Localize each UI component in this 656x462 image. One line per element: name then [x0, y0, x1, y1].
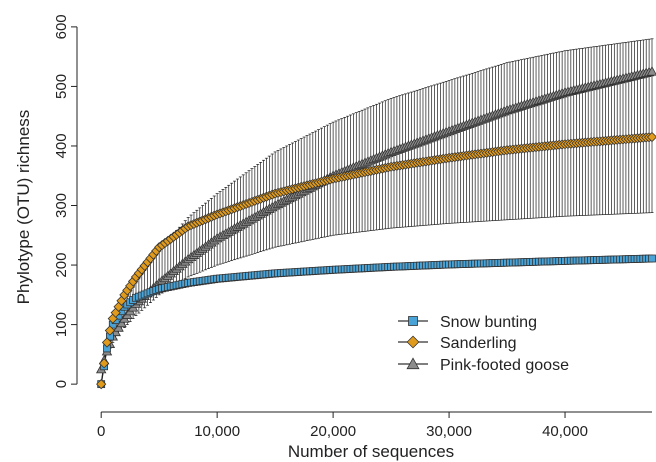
- y-tick-label: 400: [53, 133, 70, 158]
- x-tick-label: 30,000: [426, 423, 472, 440]
- x-tick-label: 40,000: [542, 423, 588, 440]
- legend-sanderling-label: Sanderling: [440, 335, 517, 352]
- x-tick-label: 20,000: [310, 423, 356, 440]
- y-tick-label: 500: [53, 74, 70, 99]
- y-axis-title: Phylotype (OTU) richness: [14, 110, 33, 305]
- legend-snow-bunting-label: Snow bunting: [440, 314, 537, 331]
- snow-bunting-line: [100, 257, 653, 385]
- x-axis-title: Number of sequences: [288, 442, 454, 461]
- legend-snow-bunting-marker: [408, 316, 418, 326]
- y-tick-label: 600: [53, 14, 70, 39]
- legend: Snow bunting Sanderling Pink-footed goose: [398, 314, 569, 374]
- y-tick-label: 200: [53, 253, 70, 278]
- x-tick-label: 10,000: [194, 423, 240, 440]
- x-tick-label: 0: [97, 423, 105, 440]
- legend-pink-footed-goose-label: Pink-footed goose: [440, 357, 569, 374]
- sanderling-point: [646, 131, 656, 143]
- pink-footed-goose-point: [646, 66, 656, 76]
- axes: 0 10,000 20,000 30,000 40,000 0 100 200 300 400 50…: [53, 14, 652, 440]
- legend-sanderling-marker: [406, 335, 420, 349]
- y-tick-label: 100: [53, 312, 70, 337]
- legend-pink-footed-goose-marker: [406, 357, 420, 370]
- sanderling-point: [101, 337, 113, 348]
- series-markers: [95, 66, 656, 390]
- y-tick-label: 0: [53, 380, 70, 388]
- snow-bunting-point: [648, 254, 656, 263]
- sanderling-point: [96, 379, 107, 390]
- sanderling-point: [104, 325, 116, 336]
- y-tick-label: 300: [53, 193, 70, 218]
- sanderling-point: [98, 358, 110, 369]
